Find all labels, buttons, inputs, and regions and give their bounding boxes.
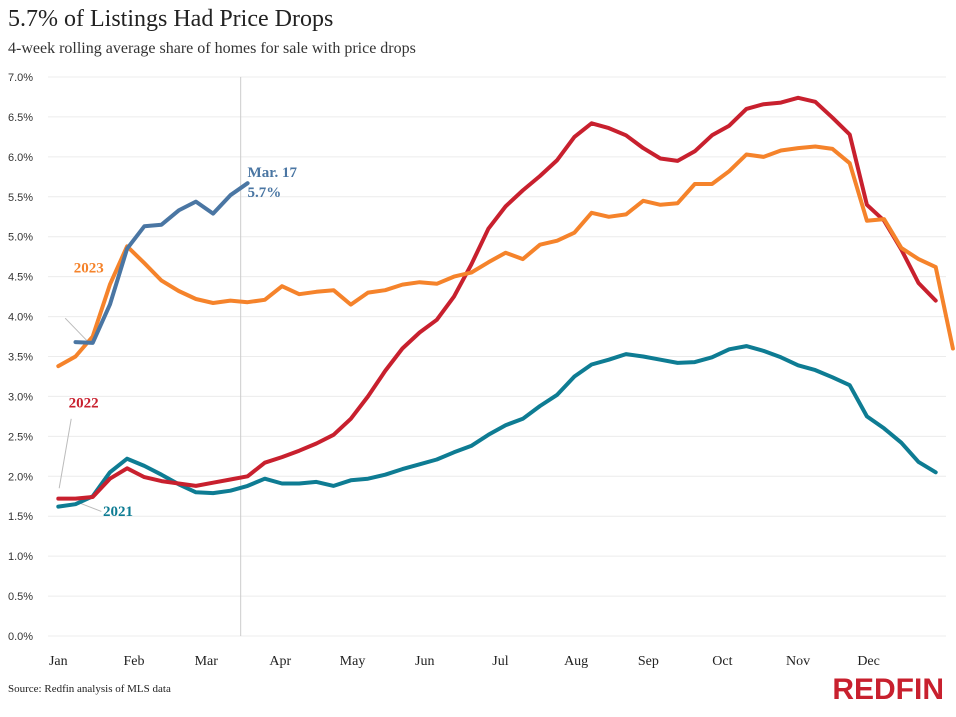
- series-line-2021: [56, 344, 938, 509]
- y-tick-label: 1.5%: [8, 511, 33, 523]
- y-tick-label: 1.0%: [8, 551, 33, 563]
- x-tick-label: Aug: [564, 654, 588, 669]
- y-tick-label: 0.5%: [8, 591, 33, 603]
- x-tick-label: Mar: [195, 654, 219, 669]
- annotation-value: 5.7%: [248, 185, 282, 201]
- y-tick-label: 6.5%: [8, 112, 33, 124]
- y-tick-label: 2.5%: [8, 431, 33, 443]
- x-tick-label: Oct: [712, 654, 732, 669]
- x-tick-label: Apr: [269, 654, 291, 669]
- x-tick-label: Dec: [857, 654, 880, 669]
- x-tick-label: May: [340, 654, 366, 669]
- redfin-logo: REDFIN: [832, 673, 944, 706]
- x-tick-label: Nov: [786, 654, 810, 669]
- source-note: Source: Redfin analysis of MLS data: [8, 683, 171, 695]
- y-tick-label: 4.5%: [8, 272, 33, 284]
- y-tick-label: 4.0%: [8, 312, 33, 324]
- y-tick-label: 3.0%: [8, 391, 33, 403]
- y-tick-label: 5.0%: [8, 232, 33, 244]
- x-tick-label: Jun: [415, 654, 434, 669]
- series-label-2023: 2023: [74, 261, 104, 277]
- label-leader-line: [64, 317, 88, 342]
- label-leader-line: [58, 418, 72, 489]
- chart-title: 5.7% of Listings Had Price Drops: [8, 6, 334, 32]
- annotation-date: Mar. 17: [248, 165, 298, 181]
- y-tick-label: 0.0%: [8, 631, 33, 643]
- series-line-2023: [56, 144, 955, 369]
- label-leader-line: [80, 502, 102, 512]
- y-tick-label: 6.0%: [8, 152, 33, 164]
- series-line-2022: [56, 95, 938, 501]
- series-line-2023-ytd: [73, 181, 250, 345]
- y-tick-label: 2.0%: [8, 471, 33, 483]
- x-tick-label: Jan: [49, 654, 68, 669]
- x-tick-label: Sep: [638, 654, 659, 669]
- y-tick-label: 7.0%: [8, 72, 33, 84]
- y-tick-label: 5.5%: [8, 192, 33, 204]
- x-tick-label: Jul: [492, 654, 508, 669]
- x-tick-label: Feb: [124, 654, 145, 669]
- chart-subtitle: 4-week rolling average share of homes fo…: [8, 40, 416, 57]
- series-label-2022: 2022: [69, 396, 99, 412]
- y-tick-label: 3.5%: [8, 352, 33, 364]
- series-label-2021: 2021: [103, 504, 133, 520]
